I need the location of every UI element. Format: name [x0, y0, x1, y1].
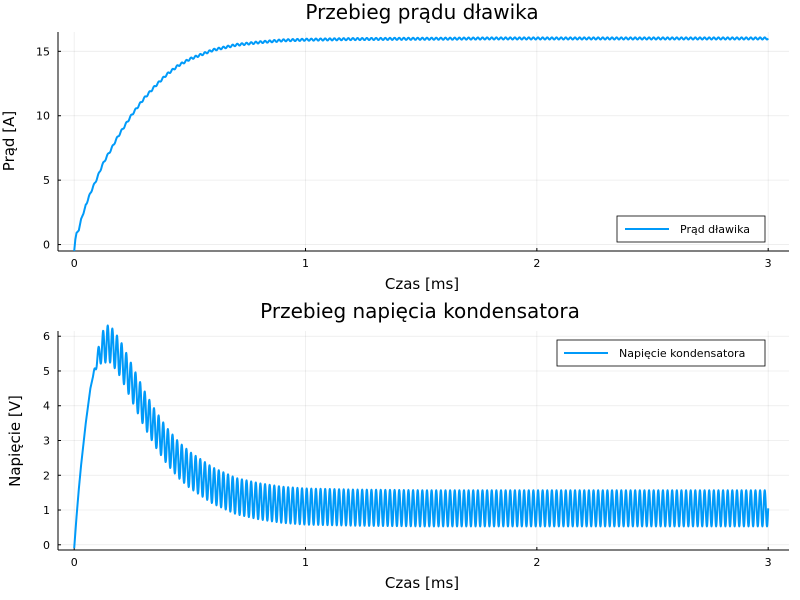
y-tick-label: 4	[43, 400, 50, 413]
legend-entry: Prąd dławika	[680, 223, 750, 236]
x-tick-label: 0	[71, 257, 78, 270]
tick-labels: 0 1 2 3 0 5 10 15	[36, 45, 772, 270]
chart-title: Przebieg napięcia kondensatora	[260, 299, 580, 323]
legend: Napięcie kondensatora	[556, 339, 766, 367]
y-tick-label: 5	[43, 365, 50, 378]
chart-title: Przebieg prądu dławika	[305, 0, 538, 24]
grid	[58, 331, 789, 550]
x-tick-label: 1	[302, 556, 309, 569]
x-tick-label: 2	[533, 257, 540, 270]
grid	[58, 32, 789, 251]
y-tick-label: 3	[43, 435, 50, 448]
inductor-current-chart: Przebieg prądu dławika 0 1 2 3 0 5 10 15 Czas […	[0, 0, 789, 293]
tick-labels: 0 1 2 3 0 1 2 3 4 5 6	[43, 330, 772, 569]
x-tick-label: 2	[533, 556, 540, 569]
x-tick-label: 0	[71, 556, 78, 569]
capacitor-voltage-chart: Przebieg napięcia kondensatora 0 1 2 3 0 1 2 3 4…	[6, 299, 789, 592]
y-tick-label: 10	[36, 110, 50, 123]
series-line-napiecie-kondensatora	[73, 324, 770, 549]
y-tick-label: 0	[43, 239, 50, 252]
y-tick-label: 15	[36, 45, 50, 58]
y-tick-label: 1	[43, 504, 50, 517]
y-tick-label: 5	[43, 174, 50, 187]
x-axis-label: Czas [ms]	[385, 275, 459, 293]
x-axis-label: Czas [ms]	[385, 574, 459, 592]
legend: Prąd dławika	[616, 215, 766, 243]
y-axis-label: Prąd [A]	[0, 111, 18, 171]
series-line-prad-dlawika	[73, 36, 769, 252]
y-tick-label: 2	[43, 469, 50, 482]
y-axis-label: Napięcie [V]	[6, 395, 24, 487]
x-tick-label: 3	[765, 556, 772, 569]
legend-entry: Napięcie kondensatora	[619, 347, 745, 360]
y-tick-label: 0	[43, 539, 50, 552]
x-tick-label: 3	[765, 257, 772, 270]
x-tick-label: 1	[302, 257, 309, 270]
y-tick-label: 6	[43, 330, 50, 343]
